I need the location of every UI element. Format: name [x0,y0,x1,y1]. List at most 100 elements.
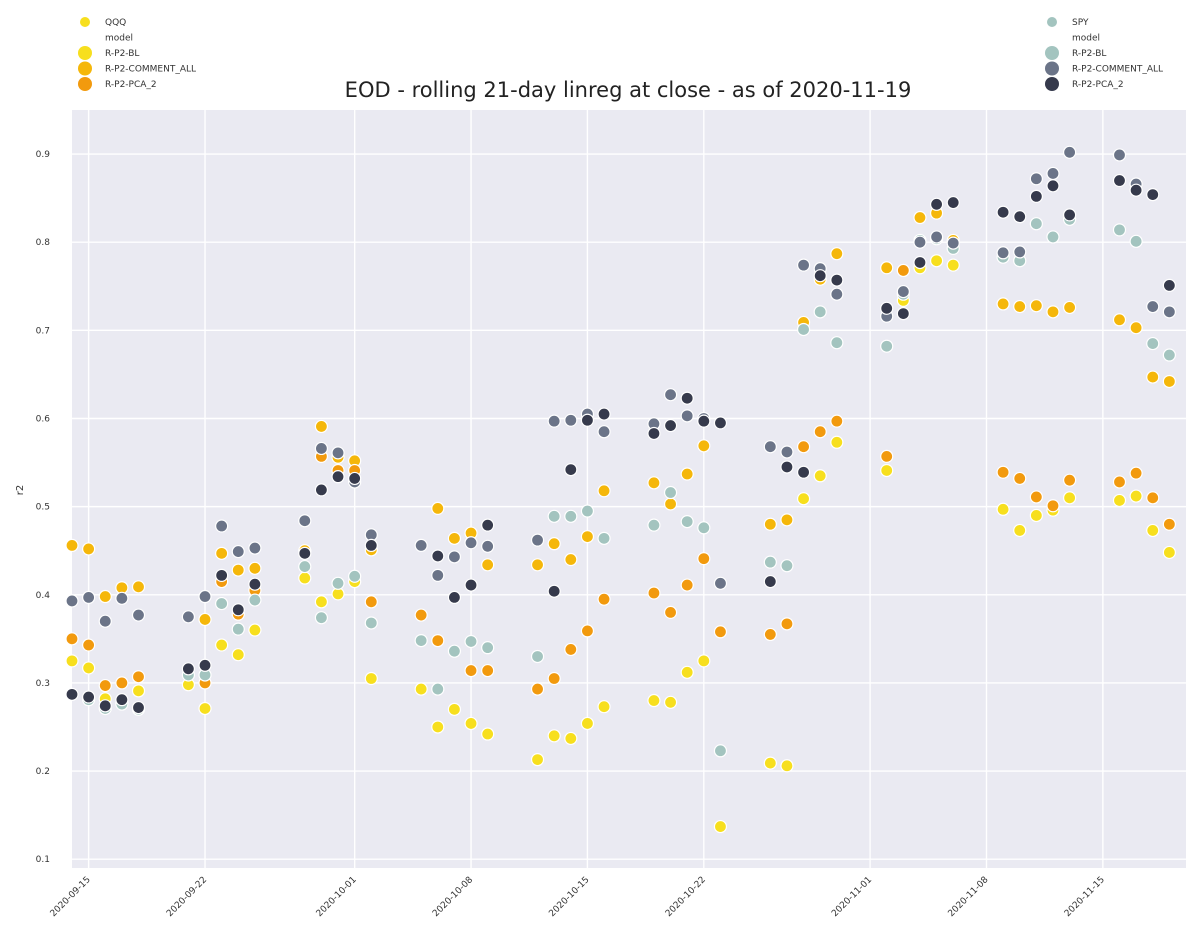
point-spy-r-p2-pca-2 [663,418,678,433]
point-spy-r-p2-pca-2 [796,465,811,479]
point-spy-r-p2-comment-all [763,440,777,454]
point-qqq-r-p2-comment-all [1162,374,1176,389]
point-spy-r-p2-comment-all [98,614,112,628]
point-qqq-r-p2-bl [298,571,312,585]
point-spy-r-p2-bl [796,322,811,337]
point-qqq-r-p2-comment-all [830,247,844,261]
point-qqq-r-p2-pca-2 [115,676,129,690]
point-spy-r-p2-pca-2 [298,546,312,560]
point-spy-r-p2-comment-all [946,236,960,250]
point-spy-r-p2-bl [298,559,312,574]
point-spy-r-p2-pca-2 [1146,188,1160,202]
point-spy-r-p2-pca-2 [946,195,960,210]
point-spy-r-p2-pca-2 [464,578,478,592]
point-spy-r-p2-comment-all [231,544,245,559]
point-spy-r-p2-bl [680,515,694,529]
point-spy-r-p2-bl [647,518,661,532]
point-qqq-r-p2-bl [1112,493,1127,508]
legend-label: model [1072,34,1100,44]
y-tick-label: 0.8 [36,238,51,248]
point-qqq-r-p2-bl [697,654,711,668]
point-qqq-r-p2-pca-2 [564,642,578,657]
legend-marker [80,17,90,27]
point-qqq-r-p2-bl [680,665,694,679]
point-qqq-r-p2-pca-2 [1146,491,1160,505]
point-spy-r-p2-comment-all [198,589,212,604]
point-spy-r-p2-comment-all [896,284,910,299]
point-spy-r-p2-pca-2 [996,205,1010,219]
point-qqq-r-p2-bl [314,595,329,609]
y-tick-label: 0.3 [36,679,50,689]
point-spy-r-p2-pca-2 [248,577,262,591]
point-spy-r-p2-pca-2 [364,538,378,553]
legend-label: R-P2-COMMENT_ALL [1072,65,1163,75]
point-qqq-r-p2-pca-2 [1162,517,1176,531]
point-spy-r-p2-comment-all [115,591,129,605]
legend-marker [78,61,92,76]
point-qqq-r-p2-comment-all [663,497,678,511]
point-spy-r-p2-bl [1046,230,1060,244]
legend-label: SPY [1072,18,1089,28]
point-spy-r-p2-pca-2 [830,273,844,287]
point-spy-r-p2-comment-all [663,388,678,402]
point-qqq-r-p2-pca-2 [530,682,545,696]
point-qqq-r-p2-pca-2 [813,425,827,439]
point-spy-r-p2-pca-2 [1063,208,1077,222]
point-spy-r-p2-comment-all [447,550,462,564]
point-qqq-r-p2-pca-2 [464,663,478,678]
point-spy-r-p2-bl [1112,223,1127,237]
y-tick-label: 0.7 [36,326,50,336]
legend-marker [1045,61,1059,76]
point-spy-r-p2-bl [364,616,378,630]
point-spy-r-p2-pca-2 [215,568,229,582]
point-qqq-r-p2-pca-2 [780,617,794,631]
point-spy-r-p2-pca-2 [1162,278,1176,292]
point-qqq-r-p2-comment-all [697,439,711,453]
point-qqq-r-p2-comment-all [131,580,146,594]
point-qqq-r-p2-bl [1013,523,1027,538]
point-spy-r-p2-comment-all [215,519,229,533]
point-spy-r-p2-bl [231,622,245,636]
point-qqq-r-p2-comment-all [1046,305,1060,319]
point-spy-r-p2-comment-all [530,533,545,547]
point-spy-r-p2-bl [447,644,462,658]
point-qqq-r-p2-bl [231,648,245,662]
point-qqq-r-p2-comment-all [564,552,578,567]
legend-label: R-P2-COMMENT_ALL [105,65,196,75]
point-spy-r-p2-pca-2 [813,269,827,283]
point-spy-r-p2-bl [248,593,262,607]
point-qqq-r-p2-comment-all [1112,313,1127,327]
point-qqq-r-p2-comment-all [1146,370,1160,384]
point-spy-r-p2-comment-all [248,541,262,555]
point-qqq-r-p2-comment-all [530,558,545,572]
point-qqq-r-p2-comment-all [1013,299,1027,314]
point-spy-r-p2-comment-all [414,538,428,553]
point-qqq-r-p2-bl [1029,508,1043,523]
point-qqq-r-p2-bl [996,502,1010,516]
point-qqq-r-p2-pca-2 [1029,490,1043,504]
point-qqq-r-p2-bl [763,756,777,770]
point-qqq-r-p2-comment-all [231,563,245,577]
point-qqq-r-p2-bl [1162,545,1176,560]
point-qqq-r-p2-pca-2 [82,638,96,652]
point-qqq-r-p2-pca-2 [1063,473,1077,487]
point-spy-r-p2-pca-2 [1046,179,1060,193]
point-spy-r-p2-comment-all [1029,172,1043,186]
y-tick-label: 0.2 [36,767,50,777]
point-qqq-r-p2-bl [597,700,611,714]
point-spy-r-p2-pca-2 [713,416,728,430]
x-tick-label: 2020-10-08 [431,875,475,919]
point-spy-r-p2-pca-2 [348,471,362,486]
point-spy-r-p2-pca-2 [181,662,195,676]
x-tick-label: 2020-09-22 [165,875,209,919]
x-tick-label: 2020-10-22 [664,875,708,919]
point-qqq-r-p2-pca-2 [896,263,910,278]
point-spy-r-p2-bl [663,485,678,500]
point-qqq-r-p2-bl [813,469,827,483]
point-spy-r-p2-comment-all [796,258,811,272]
point-qqq-r-p2-pca-2 [880,449,894,463]
point-qqq-r-p2-bl [796,492,811,506]
point-spy-r-p2-pca-2 [780,460,794,474]
x-tick-label: 2020-11-01 [830,875,874,919]
point-qqq-r-p2-comment-all [215,546,229,560]
